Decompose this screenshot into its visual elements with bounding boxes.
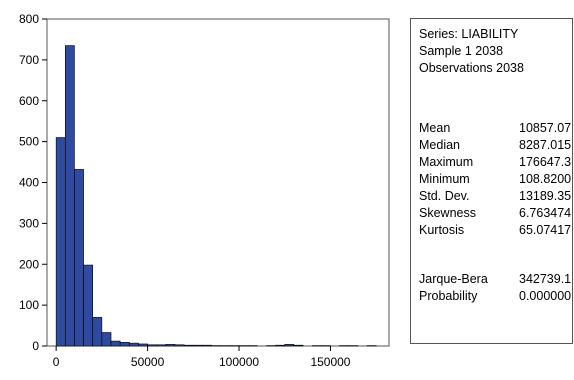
series-line: Series: LIABILITY <box>419 27 519 41</box>
stat-value: 6.763474 <box>519 206 572 220</box>
y-tick-label: 700 <box>19 53 39 67</box>
stat-value: 65.07417 <box>519 223 572 237</box>
histogram-bar <box>165 344 176 347</box>
histogram-bar <box>202 344 212 347</box>
histogram-bar <box>55 137 66 347</box>
stat-row-probability: Probability 0.000000 <box>419 289 572 305</box>
histogram-bar <box>64 45 75 347</box>
plot-area <box>46 18 390 347</box>
y-axis: 0 100 200 300 400 500 600 700 800 <box>19 12 47 353</box>
histogram-bar <box>284 344 295 347</box>
stat-row-jarque-bera: Jarque-Bera 342739.1 <box>419 272 572 288</box>
histogram-bar <box>275 344 286 347</box>
sample-line: Sample 1 2038 <box>419 44 504 58</box>
histogram-bar <box>74 169 84 347</box>
histogram-bar <box>119 342 130 347</box>
histogram-bar <box>147 344 158 347</box>
stat-label: Mean <box>419 121 451 135</box>
y-tick-label: 500 <box>19 135 39 149</box>
histogram-bar <box>110 340 121 347</box>
stat-label: Median <box>419 138 460 152</box>
stat-label: Probability <box>419 289 478 303</box>
histogram-bar <box>174 344 185 347</box>
stat-label: Minimum <box>419 172 470 186</box>
stat-label: Maximum <box>419 155 474 169</box>
stat-row-kurtosis: Kurtosis 65.07417 <box>419 223 572 239</box>
stat-label: Kurtosis <box>419 223 465 237</box>
stat-label: Jarque-Bera <box>419 272 488 286</box>
x-tick-label: 50000 <box>131 355 165 369</box>
x-tick-label: 100000 <box>219 355 259 369</box>
stat-row-skewness: Skewness 6.763474 <box>419 206 572 222</box>
histogram-bar <box>101 332 112 347</box>
stat-value: 176647.3 <box>519 155 572 169</box>
stat-value: 10857.07 <box>519 121 572 135</box>
stat-value: 342739.1 <box>519 272 572 286</box>
y-tick-label: 0 <box>32 339 39 353</box>
y-tick-label: 800 <box>19 12 39 26</box>
y-tick-label: 400 <box>19 176 39 190</box>
histogram-bar <box>138 343 148 347</box>
stat-row-minimum: Minimum 108.8200 <box>419 172 572 188</box>
x-tick-label: 0 <box>53 355 60 369</box>
stat-row-median: Median 8287.015 <box>419 138 572 154</box>
stat-label: Std. Dev. <box>419 189 470 203</box>
x-axis: 0 50000 100000 150000 <box>53 346 351 369</box>
stat-value: 108.8200 <box>519 172 572 186</box>
histogram-bar <box>128 342 139 347</box>
stat-row-std-dev: Std. Dev. 13189.35 <box>419 189 572 205</box>
stat-row-maximum: Maximum 176647.3 <box>419 155 572 171</box>
histogram-bar <box>92 317 103 347</box>
y-tick-label: 200 <box>19 257 39 271</box>
observations-line: Observations 2038 <box>419 61 524 75</box>
histogram-bar <box>183 344 194 347</box>
stat-value: 0.000000 <box>519 289 572 303</box>
histogram-bar <box>83 264 94 347</box>
histogram-bar <box>156 344 167 347</box>
histogram-bar <box>193 344 203 347</box>
y-tick-label: 100 <box>19 298 39 312</box>
stat-row-mean: Mean 10857.07 <box>419 121 572 137</box>
y-tick-label: 600 <box>19 94 39 108</box>
stat-value: 13189.35 <box>519 189 572 203</box>
stat-value: 8287.015 <box>519 138 572 152</box>
stat-label: Skewness <box>419 206 476 220</box>
stats-panel: Series: LIABILITY Sample 1 2038 Observat… <box>410 18 573 344</box>
histogram-bar <box>293 344 304 347</box>
histogram-bars <box>55 45 377 347</box>
x-tick-label: 150000 <box>310 355 350 369</box>
y-tick-label: 300 <box>19 216 39 230</box>
histogram-chart: 0 100 200 300 400 500 600 700 800 0 50000 100000 15… <box>19 12 390 369</box>
